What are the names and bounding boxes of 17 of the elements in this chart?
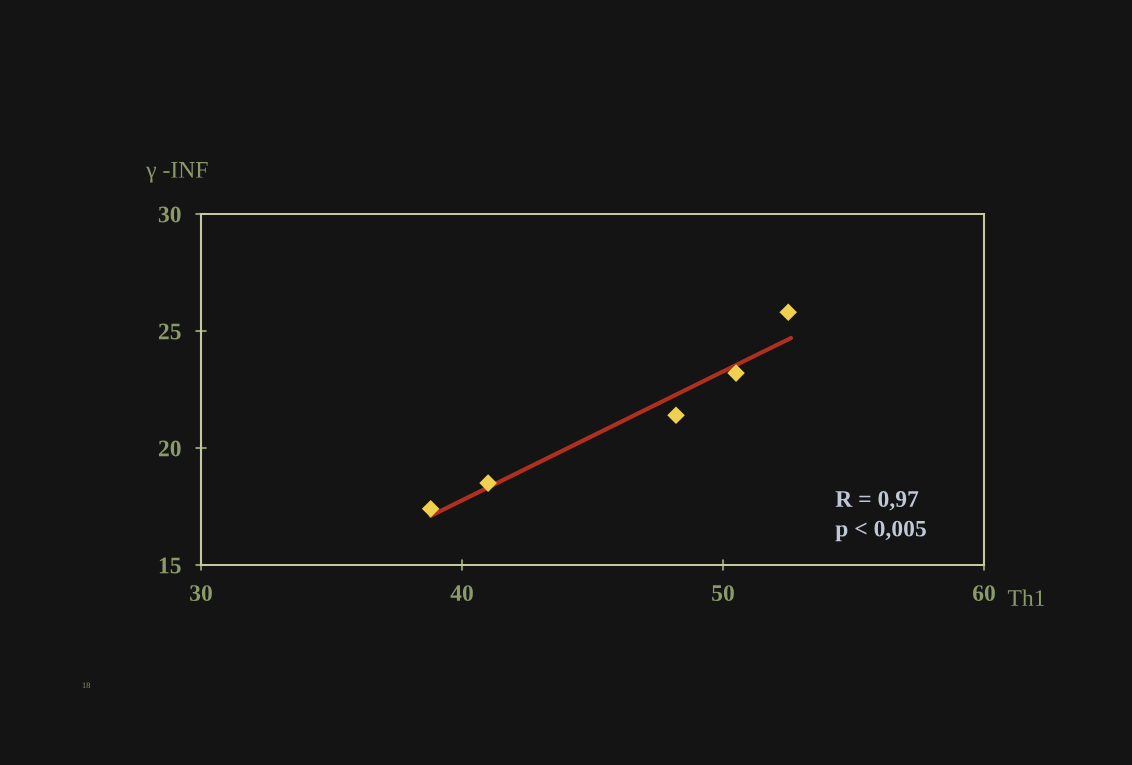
x-tick-label: 30 (190, 585, 212, 602)
point (667, 406, 685, 425)
point (779, 303, 798, 322)
point (421, 500, 440, 518)
point (727, 364, 745, 382)
text: 18 (82, 682, 91, 689)
annotation: R = 0,97 p < 0,005 (835, 491, 926, 542)
x-axis-title: Th1 (1007, 589, 1045, 606)
point (479, 474, 497, 492)
y-tick-label: 15 (159, 557, 181, 574)
y-tick-label: 30 (158, 206, 181, 223)
x-tick-label: 40 (450, 585, 473, 602)
x-tick-label: 60 (973, 585, 995, 602)
y-tick-label: 20 (158, 440, 181, 457)
x-tick-label: 50 (712, 585, 734, 602)
y-tick-label: 25 (158, 323, 181, 340)
y-axis-title: γ -INF (146, 162, 208, 183)
